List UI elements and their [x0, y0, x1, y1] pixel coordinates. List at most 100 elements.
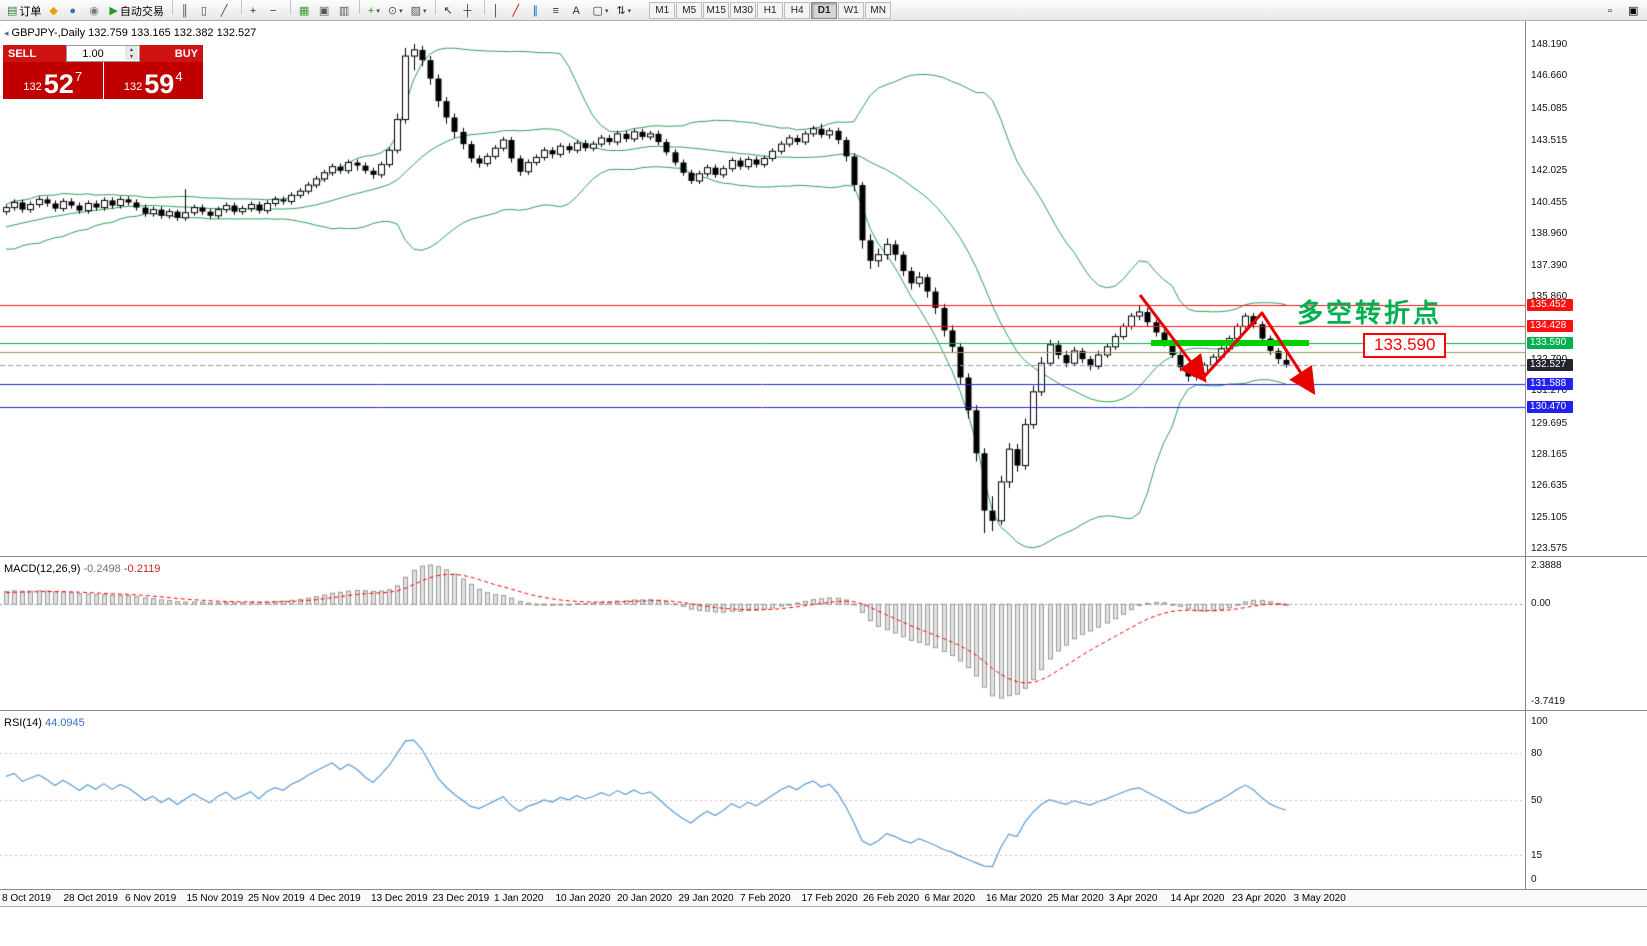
chart-context-icon: ◂: [4, 28, 9, 38]
cursor-icon: ↖: [443, 4, 453, 17]
new-order-button[interactable]: ▤ 订单: [3, 2, 45, 20]
community-button[interactable]: ◉: [85, 2, 105, 20]
candlestick-chart-button[interactable]: ▯: [197, 2, 217, 20]
price-axis-label: 135.860: [1531, 291, 1568, 303]
caret-down-icon: ▾: [399, 8, 403, 16]
price-badge-132.527: 132.527: [1527, 358, 1573, 371]
date-label: 20 Jan 2020: [617, 893, 673, 904]
cascade-windows-button[interactable]: ▣: [315, 2, 335, 20]
buy-button[interactable]: BUY: [140, 45, 203, 62]
sell-button[interactable]: SELL: [3, 45, 66, 62]
autotrading-button-label: 自动交易: [119, 6, 164, 19]
new-order-button-label: 订单: [19, 6, 42, 19]
timeframe-button-d1[interactable]: D1: [811, 1, 838, 19]
new-order-icon: ▤: [7, 4, 18, 17]
timeframe-button-mn[interactable]: MN: [865, 1, 892, 19]
date-label: 29 Jan 2020: [678, 893, 734, 904]
sell-price-sup: 7: [74, 69, 83, 84]
templates-icon: ▨: [410, 4, 422, 17]
price-axis-label: 129.695: [1531, 417, 1568, 429]
timeframe-button-h4[interactable]: H4: [784, 1, 811, 19]
timeframe-button-h1[interactable]: H1: [757, 1, 784, 19]
price-badge-135.452: 135.452: [1527, 298, 1573, 311]
support-level-bar: [1151, 340, 1309, 346]
rsi-axis[interactable]: 100 80 50 15 0: [1525, 711, 1647, 889]
main-canvas[interactable]: [0, 21, 1525, 556]
date-axis[interactable]: 8 Oct 2019 28 Oct 2019 6 Nov 2019 15 Nov 20…: [0, 890, 1647, 907]
price-axis-label: 146.660: [1531, 70, 1568, 82]
zoom-out-button[interactable]: −: [266, 2, 286, 20]
price-axis-label: 138.960: [1531, 227, 1568, 239]
macd-signal-value: -0.2119: [123, 563, 161, 575]
line-chart-icon: ╱: [220, 4, 228, 17]
crosshair-button[interactable]: ┼: [460, 2, 480, 20]
channel-button[interactable]: ∥: [529, 2, 549, 20]
macd-canvas[interactable]: [0, 557, 1525, 710]
periods-button[interactable]: ⊙ ▾: [384, 2, 407, 20]
tile-windows-icon: ▦: [298, 4, 310, 17]
caret-down-icon: ▾: [627, 8, 632, 16]
timeframe-button-m30[interactable]: M30: [730, 1, 757, 19]
main-price-axis[interactable]: 148.190 146.660 145.085 143.515 142.025 140.4…: [1525, 21, 1647, 556]
autotrading-button[interactable]: ▶ 自动交易: [105, 2, 167, 20]
timeframe-button-m5[interactable]: M5: [676, 1, 703, 19]
arrows-button[interactable]: ⇅ ▾: [612, 2, 635, 20]
line-chart-button[interactable]: ╱: [217, 2, 237, 20]
volume-down-button[interactable]: ▼: [125, 53, 138, 60]
rsi-axis-label: 15: [1531, 850, 1543, 862]
timeframe-button-m15[interactable]: M15: [703, 1, 730, 19]
rsi-canvas[interactable]: [0, 711, 1525, 889]
cursor-button[interactable]: ↖: [440, 2, 460, 20]
bar-chart-button[interactable]: ║: [177, 2, 197, 20]
date-label: 4 Dec 2019: [309, 893, 361, 904]
macd-axis-top-label: 2.3888: [1531, 560, 1562, 571]
volume-input[interactable]: [67, 47, 119, 60]
toolbar-separator: [358, 0, 360, 14]
zoom-in-button[interactable]: +: [246, 2, 266, 20]
macd-panel: MACD(12,26,9) -0.2498 -0.2119 2.3888 0.0…: [0, 557, 1647, 711]
price-axis-label: 148.190: [1531, 39, 1568, 50]
text-button[interactable]: A: [569, 2, 589, 20]
vertical-line-button[interactable]: │: [489, 2, 509, 20]
toolbar-separator: [240, 0, 242, 14]
metaquotes-button[interactable]: ◆: [45, 2, 65, 20]
volume-up-button[interactable]: ▲: [125, 46, 138, 53]
price-badge-134.428: 134.428: [1527, 319, 1573, 332]
price-axis-label: 145.085: [1531, 102, 1568, 114]
trendline-button[interactable]: ╱: [509, 2, 529, 20]
price-axis-label: 140.455: [1531, 197, 1568, 209]
toolbar-separator: [483, 0, 485, 14]
chart-minimize-button[interactable]: ▫: [1604, 2, 1624, 20]
trendline-icon: ╱: [512, 4, 520, 17]
timeframe-group: M1 M5 M15 M30 H1 H4 D1 W1 MN: [649, 1, 892, 19]
shapes-icon: ▢: [592, 4, 603, 17]
macd-axis[interactable]: 2.3888 0.00 -3.7419: [1525, 557, 1647, 710]
candlestick-chart-icon: ▯: [200, 4, 207, 17]
rsi-label: RSI(14): [4, 717, 42, 729]
price-badge-133.590: 133.590: [1527, 336, 1573, 349]
buy-price-button[interactable]: 132 59 4: [103, 62, 203, 99]
toolbar: ▤ 订单 ◆ ● ◉ ▶ 自动交易 ║ ▯ ╱ + − ▦ ▣ ▥ + ▾ ⊙ ▾ ▨ ▾ ↖ ┼ │ ╱ ∥ ≡ A ▢ ▾ ⇅ ▾ M1 M…: [0, 0, 1647, 21]
shapes-button[interactable]: ▢ ▾: [589, 2, 613, 20]
market-watch-button[interactable]: ●: [65, 2, 85, 20]
cascade-windows-icon: ▣: [318, 4, 330, 17]
autotrading-icon: ▶: [109, 4, 118, 17]
timeframe-button-m1[interactable]: M1: [649, 1, 676, 19]
annotation-text[interactable]: 多空转折点: [1297, 298, 1443, 328]
sell-price-button[interactable]: 132 52 7: [3, 62, 103, 99]
tile-windows-button[interactable]: ▦: [295, 2, 315, 20]
symbol-header: ◂ GBPJPY-,Daily 132.759 133.165 132.382 1…: [4, 27, 256, 39]
chart-restore-button[interactable]: ▣: [1624, 1, 1644, 19]
fibonacci-button[interactable]: ≡: [549, 2, 569, 20]
price-callout-box[interactable]: 133.590: [1363, 333, 1447, 358]
rsi-axis-label: 0: [1531, 874, 1537, 885]
fibonacci-icon: ≡: [552, 4, 559, 17]
timeframe-button-w1[interactable]: W1: [838, 1, 865, 19]
toolbar-separator: [171, 0, 173, 14]
indicators-button[interactable]: + ▾: [364, 2, 384, 20]
date-label: 26 Feb 2020: [863, 893, 920, 904]
templates-button[interactable]: ▨ ▾: [407, 2, 431, 20]
date-label: 23 Dec 2019: [432, 893, 490, 904]
arrange-windows-button[interactable]: ▥: [335, 2, 355, 20]
arrows-icon: ⇅: [616, 4, 626, 17]
